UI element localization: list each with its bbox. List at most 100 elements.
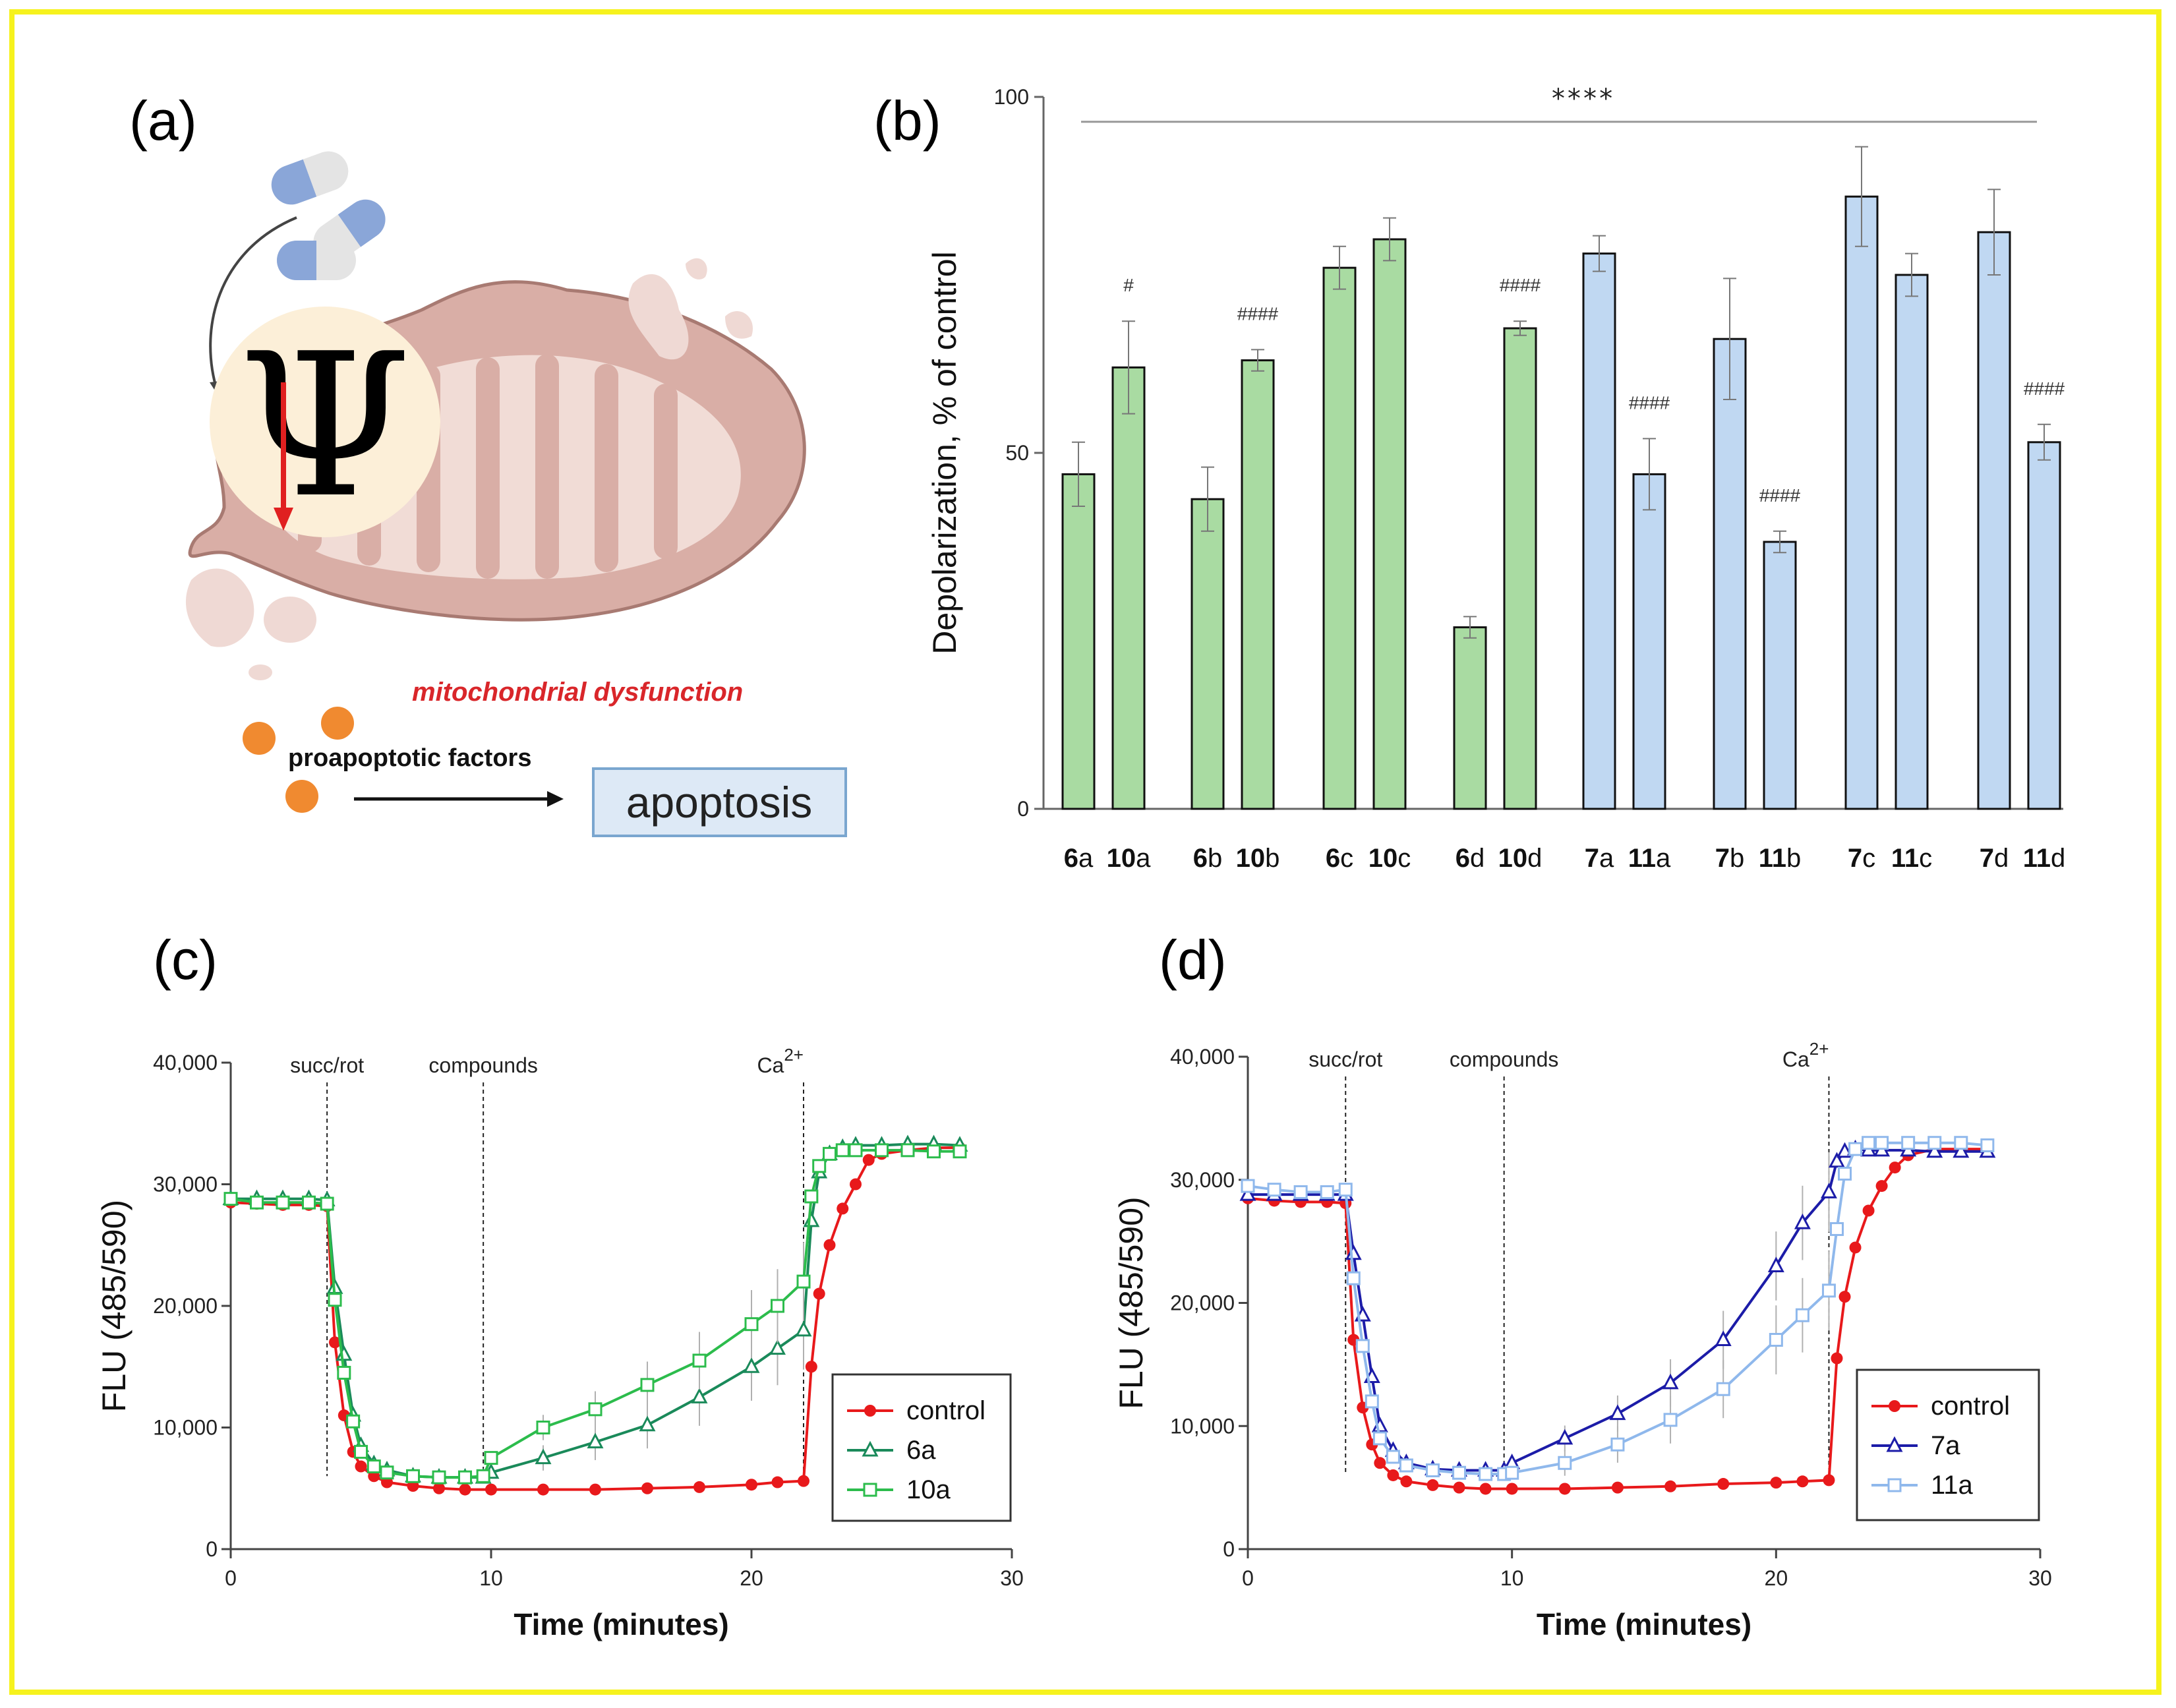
data-point [1794,1213,1811,1229]
apoptosis-box [592,767,847,837]
y-tick-label: 50 [1005,441,1029,465]
bar [1111,366,1146,810]
data-point [336,1345,353,1361]
data-point [346,1414,361,1428]
bar [1453,626,1487,810]
data-point [848,1143,863,1158]
data-point [1400,1475,1413,1488]
bar [1191,498,1225,810]
data-point [639,1415,656,1432]
bar [1632,473,1666,810]
data-point [1796,1475,1809,1488]
data-point [691,1388,708,1403]
x-tick-label: 30 [1000,1566,1024,1590]
data-point [1426,1479,1439,1491]
category-label: 10c [1368,844,1411,873]
data-point [1452,1465,1467,1480]
data-point [589,1483,601,1496]
data-point [276,1195,290,1210]
category-label: 6b [1193,844,1223,873]
data-point [406,1469,420,1483]
y-tick-label: 0 [1017,797,1029,821]
category-label: 7d [1980,844,2009,873]
apoptosis-label: apoptosis [626,778,813,827]
bar [1582,252,1616,810]
data-point [1831,1352,1843,1365]
data-point [837,1202,849,1215]
panel-d-letter: (d) [1159,929,1227,991]
data-point [1365,1394,1379,1409]
y-tick-label: 40,000 [1170,1045,1235,1069]
y-axis-label: FLU (485/590) [96,1200,132,1412]
panel-a-letter: (a) [129,90,197,152]
data-point [927,1144,941,1159]
data-point [1267,1183,1281,1197]
category-label: 6a [1064,844,1094,873]
x-axis-label: Time (minutes) [1537,1607,1751,1641]
bar-significance: #### [1500,275,1541,295]
data-point [813,1287,825,1300]
data-point [459,1483,471,1496]
data-point [795,1320,812,1337]
data-point [1355,1339,1370,1353]
data-point [1558,1483,1571,1495]
data-point [355,1460,367,1473]
panel-a: (a) [129,90,847,837]
data-point [458,1470,472,1485]
curved-arrow-icon [209,216,297,393]
data-point [1927,1136,1942,1150]
event-label: Ca2+ [757,1045,804,1077]
data-point [1610,1437,1625,1452]
x-tick-label: 20 [1765,1566,1788,1590]
data-point [1767,1256,1784,1272]
legend-label: 7a [1931,1431,1960,1460]
category-label: 11c [1891,844,1932,873]
data-point [1399,1458,1413,1473]
data-point [1829,1152,1845,1168]
data-point [250,1195,264,1210]
factor-dot [285,780,318,813]
data-point [484,1451,498,1465]
event-label: compounds [428,1053,537,1077]
y-tick-label: 10,000 [1170,1414,1235,1438]
data-point [587,1432,604,1449]
factor-dot [243,722,276,755]
data-point [1862,1204,1875,1217]
y-axis-label: FLU (485/590) [1113,1196,1150,1409]
data-point [798,1475,809,1487]
data-point [1889,1162,1901,1174]
data-point [769,1339,786,1355]
data-point [1829,1222,1844,1236]
y-tick-label: 20,000 [153,1294,218,1318]
data-point [354,1444,368,1459]
data-point [1717,1478,1730,1490]
legend-label: 10a [906,1475,951,1504]
data-point [1954,1136,1968,1150]
bar-significance: #### [1759,485,1801,506]
figure-frame [9,9,2161,1695]
x-tick-label: 20 [740,1566,763,1590]
y-tick-label: 10,000 [153,1416,218,1440]
data-point [1346,1271,1361,1285]
data-point [1662,1373,1679,1390]
panel-c-letter: (c) [153,929,218,991]
data-point [796,1274,811,1289]
data-point [1862,1136,1876,1150]
category-label: 11a [1628,844,1671,873]
data-point [1556,1428,1573,1445]
line-chart-c: 0 10,000 20,000 30,000 40,000 0 10 20 30 Time (mi… [96,1045,1024,1641]
panel-b: (b) 0 50 100 Depolarization, % of control **… [873,84,2065,873]
category-label: 10b [1236,844,1280,873]
data-point [476,1469,490,1483]
category-label: 11d [2023,844,2066,873]
panel-d: (d) 0 10,000 20,000 30,000 40,000 0 10 20 30 Time… [1113,929,2052,1641]
data-point [1239,1185,1256,1201]
legend-label: control [906,1396,985,1425]
data-point [1372,1431,1387,1446]
category-label: 10d [1498,844,1543,873]
data-point [1980,1138,1995,1152]
x-tick-label: 0 [225,1566,237,1590]
data-point [1338,1183,1353,1197]
data-point [535,1448,552,1465]
data-point [641,1482,653,1494]
